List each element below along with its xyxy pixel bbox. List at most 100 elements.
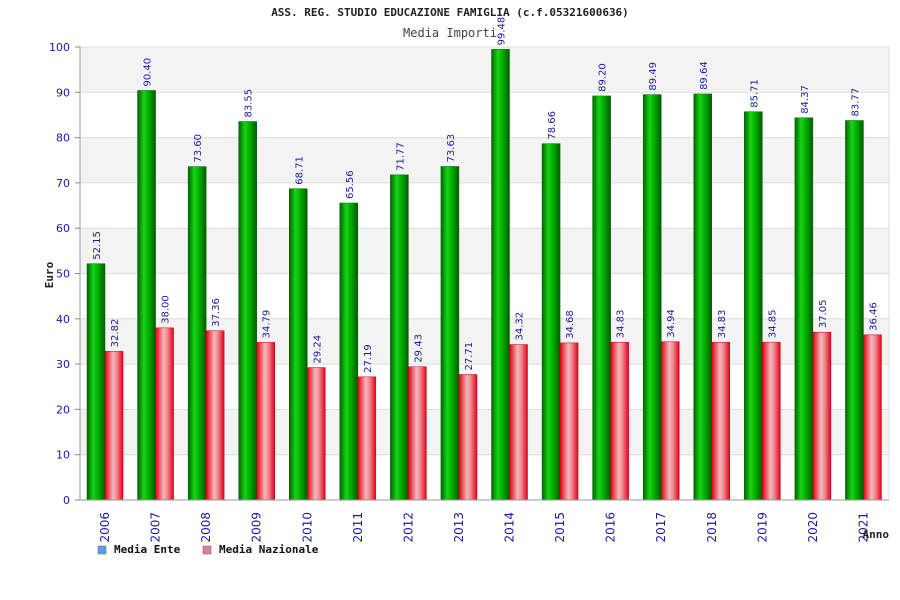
x-tick-label: 2012 [401,512,415,543]
bar-value-label: 85.71 [749,79,760,108]
bar-value-label: 68.71 [294,156,305,185]
bar-value-label: 29.24 [312,335,323,364]
x-tick-label: 2019 [755,512,769,543]
bar-value-label: 34.94 [666,309,677,338]
y-tick-label: 50 [56,268,70,281]
bar-value-label: 90.40 [143,58,154,87]
y-tick-label: 10 [56,449,70,462]
x-tick-label: 2014 [503,512,517,543]
bar-media-ente [592,95,611,501]
y-tick-label: 60 [56,222,70,235]
bar-media-nazionale [256,342,275,501]
bar-media-nazionale [104,351,124,501]
y-tick-label: 0 [63,494,70,507]
bar-media-ente [541,143,561,501]
legend-swatch [97,545,107,555]
legend-label: Media Ente [114,543,181,556]
y-tick-label: 100 [49,41,70,54]
bar-media-nazionale [559,342,579,501]
legend: Media Ente Media Nazionale [97,543,319,556]
bar-media-ente [238,121,257,501]
bar-media-ente [693,93,712,501]
bar-media-ente [390,174,409,501]
y-tick-label: 70 [56,177,70,190]
bar-value-label: 34.32 [515,312,526,341]
legend-swatch [202,545,212,555]
y-tick-label: 80 [56,132,70,145]
y-axis-ticks: 0 10 20 30 40 50 60 70 80 90 100 [49,41,80,507]
x-tick-label: 2011 [351,512,365,543]
x-tick-label: 2009 [250,512,264,543]
x-tick-label: 2020 [806,512,820,543]
bar-value-label: 27.19 [363,344,374,373]
x-tick-label: 2017 [654,512,668,543]
bar-value-label: 83.55 [244,89,255,118]
y-tick-label: 90 [56,86,70,99]
x-axis-ticks: 2006 2007 2008 2009 2010 2011 2012 2013 2014 2015… [98,512,870,543]
y-axis-label: Euro [43,261,56,288]
bar-value-label: 36.46 [868,302,879,331]
legend-label: Media Nazionale [219,543,319,556]
chart-subtitle: Media Importi [403,26,497,40]
bar-value-label: 78.66 [547,111,558,140]
axes [79,47,890,501]
bar-value-label: 89.20 [598,63,609,92]
y-tick-label: 20 [56,403,70,416]
bar-media-nazionale [509,344,528,501]
bar-media-nazionale [155,327,174,501]
x-axis-label: Anno [863,528,890,541]
bar-value-label: 34.85 [767,309,778,338]
bar-media-nazionale [863,334,882,501]
x-tick-label: 2021 [856,512,870,543]
bar-value-label: 34.68 [565,310,576,339]
bar-media-ente [794,117,814,501]
bar-media-ente [289,188,308,501]
chart-title: ASS. REG. STUDIO EDUCAZIONE FAMIGLIA (c.… [271,6,629,19]
bar-media-nazionale [660,341,680,501]
bar-media-nazionale [762,341,781,501]
y-tick-label: 30 [56,358,70,371]
bar-media-ente [137,90,156,501]
bar-value-label: 38.00 [161,295,172,324]
bar-value-label: 29.43 [413,334,424,363]
bar-value-label: 32.82 [110,319,121,348]
plot-band [80,92,889,138]
bar-value-label: 73.60 [193,134,204,163]
bar-media-ente [491,49,510,501]
bar-media-nazionale [610,341,629,501]
bar-media-ente [642,94,662,501]
bar-media-nazionale [458,374,478,501]
bar-media-ente [187,166,207,501]
y-tick-label: 40 [56,313,70,326]
bar-value-label: 84.37 [800,85,811,114]
bar-media-nazionale [357,376,377,501]
bar-value-label: 37.05 [818,300,829,329]
bar-media-nazionale [307,367,326,501]
bar-media-ente [744,111,763,501]
bar-value-label: 37.36 [211,298,222,327]
x-tick-label: 2013 [452,512,466,543]
bar-media-ente [86,263,106,501]
bar-value-label: 99.48 [497,17,508,46]
x-tick-label: 2010 [300,512,314,543]
x-tick-label: 2018 [705,512,719,543]
x-tick-label: 2006 [98,512,112,543]
bar-value-label: 52.15 [92,231,103,260]
bar-media-nazionale [812,331,832,501]
bar-media-ente [440,166,460,501]
plot-band [80,47,889,93]
bar-value-label: 34.83 [616,310,627,339]
x-tick-label: 2015 [553,512,567,543]
bar-media-ente [339,202,359,501]
bar-value-label: 27.71 [464,342,475,371]
bar-media-nazionale [205,330,225,501]
bar-value-label: 83.77 [850,88,861,117]
bar-value-labels: 52.15 32.82 90.40 38.00 73.60 37.36 83.55 34.79… [92,17,879,373]
bar-media-nazionale [711,341,730,501]
bar-value-label: 34.79 [262,310,273,339]
bar-media-nazionale [408,366,427,501]
bar-value-label: 65.56 [345,170,356,199]
bar-media-ente [845,120,864,501]
bar-value-label: 89.49 [648,62,659,91]
